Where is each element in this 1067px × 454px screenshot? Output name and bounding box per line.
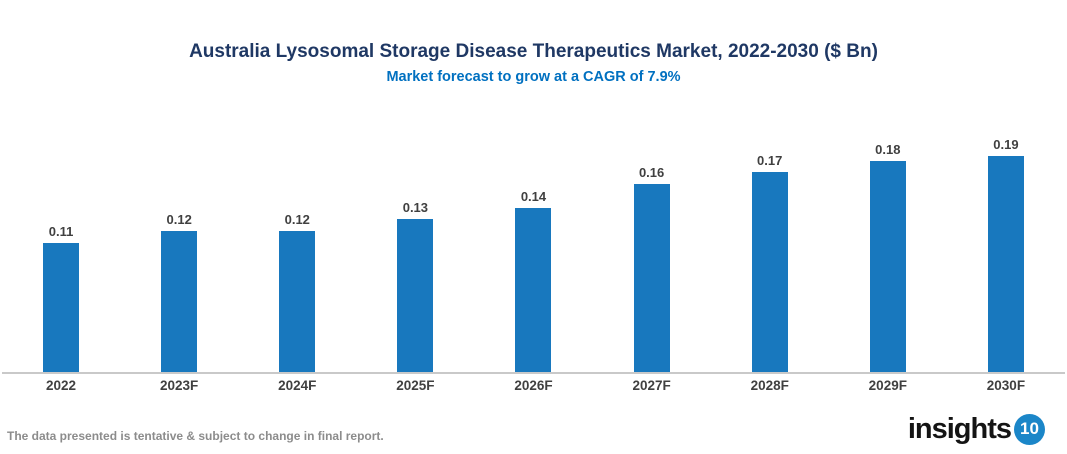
bar-column: 0.16 (593, 137, 711, 372)
bar-chart-plot-area: 0.11 0.12 0.12 0.13 0.14 0.16 0.17 0.18 0.19 (2, 137, 1065, 374)
bar-value-label: 0.12 (166, 212, 192, 227)
x-axis-label: 2030F (986, 378, 1026, 393)
x-axis-label: 2023F (160, 378, 199, 393)
bar-column: 0.11 (2, 137, 120, 372)
chart-title: Australia Lysosomal Storage Disease Ther… (189, 41, 878, 62)
logo-badge: 10 (1014, 413, 1045, 445)
bar (515, 207, 552, 372)
bar-column: 0.13 (356, 137, 474, 372)
bar-value-label: 0.16 (638, 165, 665, 180)
bar (43, 242, 80, 372)
bar (279, 231, 316, 372)
bar-column: 0.18 (829, 137, 947, 372)
bar-column: 0.19 (947, 137, 1065, 372)
insights10-logo: insights 10 (908, 413, 1045, 445)
bar-value-label: 0.13 (402, 200, 429, 216)
x-axis-label: 2024F (278, 378, 317, 393)
x-axis-label: 2022 (46, 378, 77, 393)
bar-value-label: 0.18 (875, 141, 901, 157)
bar-column: 0.12 (120, 137, 238, 372)
footer-disclaimer: The data presented is tentative & subjec… (7, 429, 384, 443)
bar (633, 184, 670, 372)
bar (987, 156, 1024, 372)
bar-value-label: 0.12 (284, 212, 310, 227)
bar (869, 160, 906, 372)
bar-value-label: 0.17 (757, 153, 783, 169)
bar-value-label: 0.19 (993, 137, 1019, 152)
bar (751, 172, 788, 372)
x-axis-label: 2026F (514, 378, 553, 393)
bar-value-label: 0.11 (48, 223, 74, 239)
chart-header: Australia Lysosomal Storage Disease Ther… (0, 0, 1067, 86)
bar (397, 219, 434, 372)
x-axis-label: 2027F (632, 378, 671, 393)
logo-text: insights (907, 413, 1012, 445)
x-axis-label: 2028F (750, 378, 789, 393)
bar-column: 0.14 (474, 137, 592, 372)
bar-column: 0.17 (711, 137, 829, 372)
chart-subtitle: Market forecast to grow at a CAGR of 7.9… (386, 69, 681, 85)
bar (161, 231, 198, 372)
x-axis: 2022 2023F 2024F 2025F 2026F 2027F 2028F 2029F 2… (2, 378, 1065, 393)
x-axis-label: 2029F (868, 378, 907, 393)
bar-column: 0.12 (238, 137, 356, 372)
x-axis-label: 2025F (396, 378, 435, 393)
bar-value-label: 0.14 (520, 188, 547, 204)
